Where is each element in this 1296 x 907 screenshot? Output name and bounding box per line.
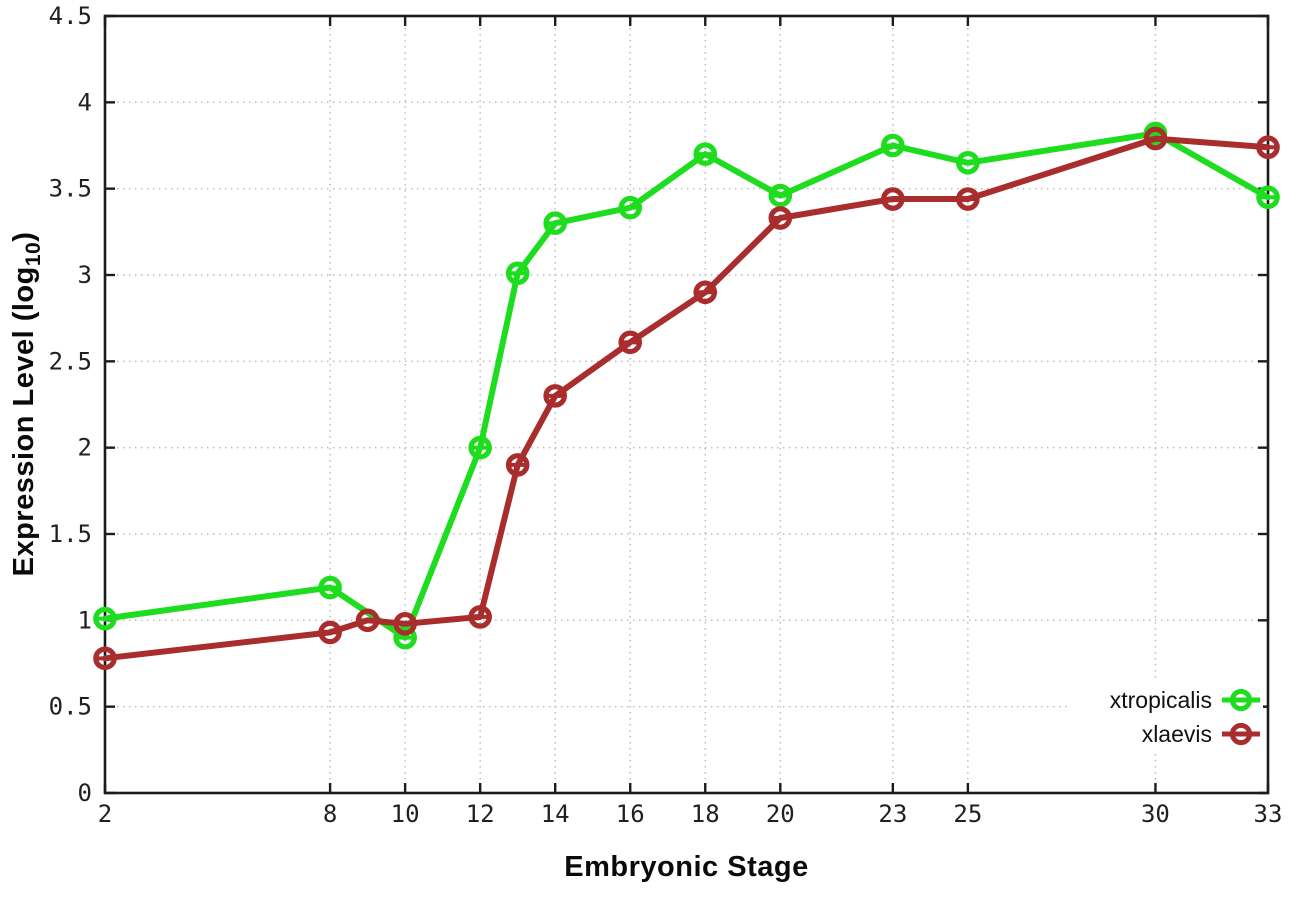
legend-entry-xtropicalis: xtropicalis — [1110, 683, 1261, 717]
point-xtropicalis-20 — [768, 183, 793, 208]
legend-marker-xtropicalis-icon — [1222, 688, 1260, 712]
point-xlaevis-16 — [618, 330, 643, 355]
point-xlaevis-10 — [393, 611, 417, 636]
point-xtropicalis-13 — [505, 261, 530, 286]
point-xlaevis-25 — [956, 187, 980, 211]
x-tick-label-33: 33 — [1254, 800, 1283, 828]
y-axis-title-suffix: ) — [8, 231, 41, 242]
y-tick-label-2: 2 — [78, 434, 92, 462]
point-xlaevis-8 — [318, 620, 342, 645]
x-tick-label-30: 30 — [1141, 800, 1170, 828]
y-axis-title-subscript: 10 — [21, 241, 45, 267]
point-xlaevis-13 — [505, 453, 530, 477]
x-tick-label-18: 18 — [691, 800, 720, 828]
y-tick-label-0.5: 0.5 — [49, 693, 92, 721]
y-tick-label-4: 4 — [78, 88, 92, 116]
plot-border — [103, 14, 1270, 795]
x-tick-label-8: 8 — [323, 800, 337, 828]
y-tick-label-0: 0 — [78, 779, 92, 807]
x-axis-title: Embryonic Stage — [564, 851, 809, 883]
x-tick-label-20: 20 — [766, 800, 795, 828]
y-tick-label-3: 3 — [78, 261, 92, 289]
point-xlaevis-12 — [468, 605, 492, 629]
point-xlaevis-23 — [881, 187, 905, 211]
point-xtropicalis-16 — [618, 195, 643, 220]
legend-marker-xlaevis-icon — [1222, 722, 1260, 746]
y-axis-title: Expression Level (log10) — [8, 232, 46, 577]
legend-entry-xlaevis: xlaevis — [1110, 717, 1261, 751]
point-xtropicalis-18 — [693, 142, 718, 166]
point-xtropicalis-10 — [393, 625, 417, 650]
x-tick-label-12: 12 — [466, 800, 495, 828]
x-tick-label-10: 10 — [391, 800, 420, 828]
series-xtropicalis-line — [102, 130, 1271, 641]
point-xlaevis-9 — [355, 608, 380, 633]
point-xtropicalis-25 — [956, 150, 980, 175]
point-xtropicalis-33 — [1256, 185, 1280, 210]
legend-label-xlaevis: xlaevis — [1141, 720, 1212, 747]
point-xtropicalis-2 — [93, 606, 117, 631]
y-tick-label-4.5: 4.5 — [49, 2, 92, 30]
x-tick-label-16: 16 — [616, 800, 645, 828]
y-tick-label-2.5: 2.5 — [49, 347, 92, 375]
x-tick-label-14: 14 — [541, 800, 570, 828]
point-xtropicalis-14 — [543, 211, 567, 235]
x-tick-label-2: 2 — [98, 800, 112, 828]
x-tick-label-25: 25 — [953, 800, 982, 828]
point-xlaevis-14 — [543, 384, 567, 408]
point-xlaevis-33 — [1256, 135, 1280, 160]
point-xlaevis-20 — [768, 206, 793, 230]
point-xtropicalis-12 — [468, 435, 492, 460]
y-tick-label-1.5: 1.5 — [49, 520, 92, 548]
point-xtropicalis-8 — [318, 575, 342, 600]
y-tick-label-1: 1 — [78, 606, 92, 634]
point-xlaevis-2 — [93, 646, 117, 671]
point-xlaevis-30 — [1143, 126, 1168, 151]
y-axis-title-text: Expression Level (log — [8, 266, 41, 577]
x-tick-label-23: 23 — [878, 800, 907, 828]
legend-label-xtropicalis: xtropicalis — [1109, 686, 1212, 713]
y-tick-label-3.5: 3.5 — [49, 175, 92, 203]
series-xlaevis-line — [102, 135, 1271, 662]
point-xtropicalis-23 — [881, 133, 905, 158]
legend: xtropicalis xlaevis — [1069, 681, 1263, 753]
point-xlaevis-18 — [693, 280, 718, 305]
